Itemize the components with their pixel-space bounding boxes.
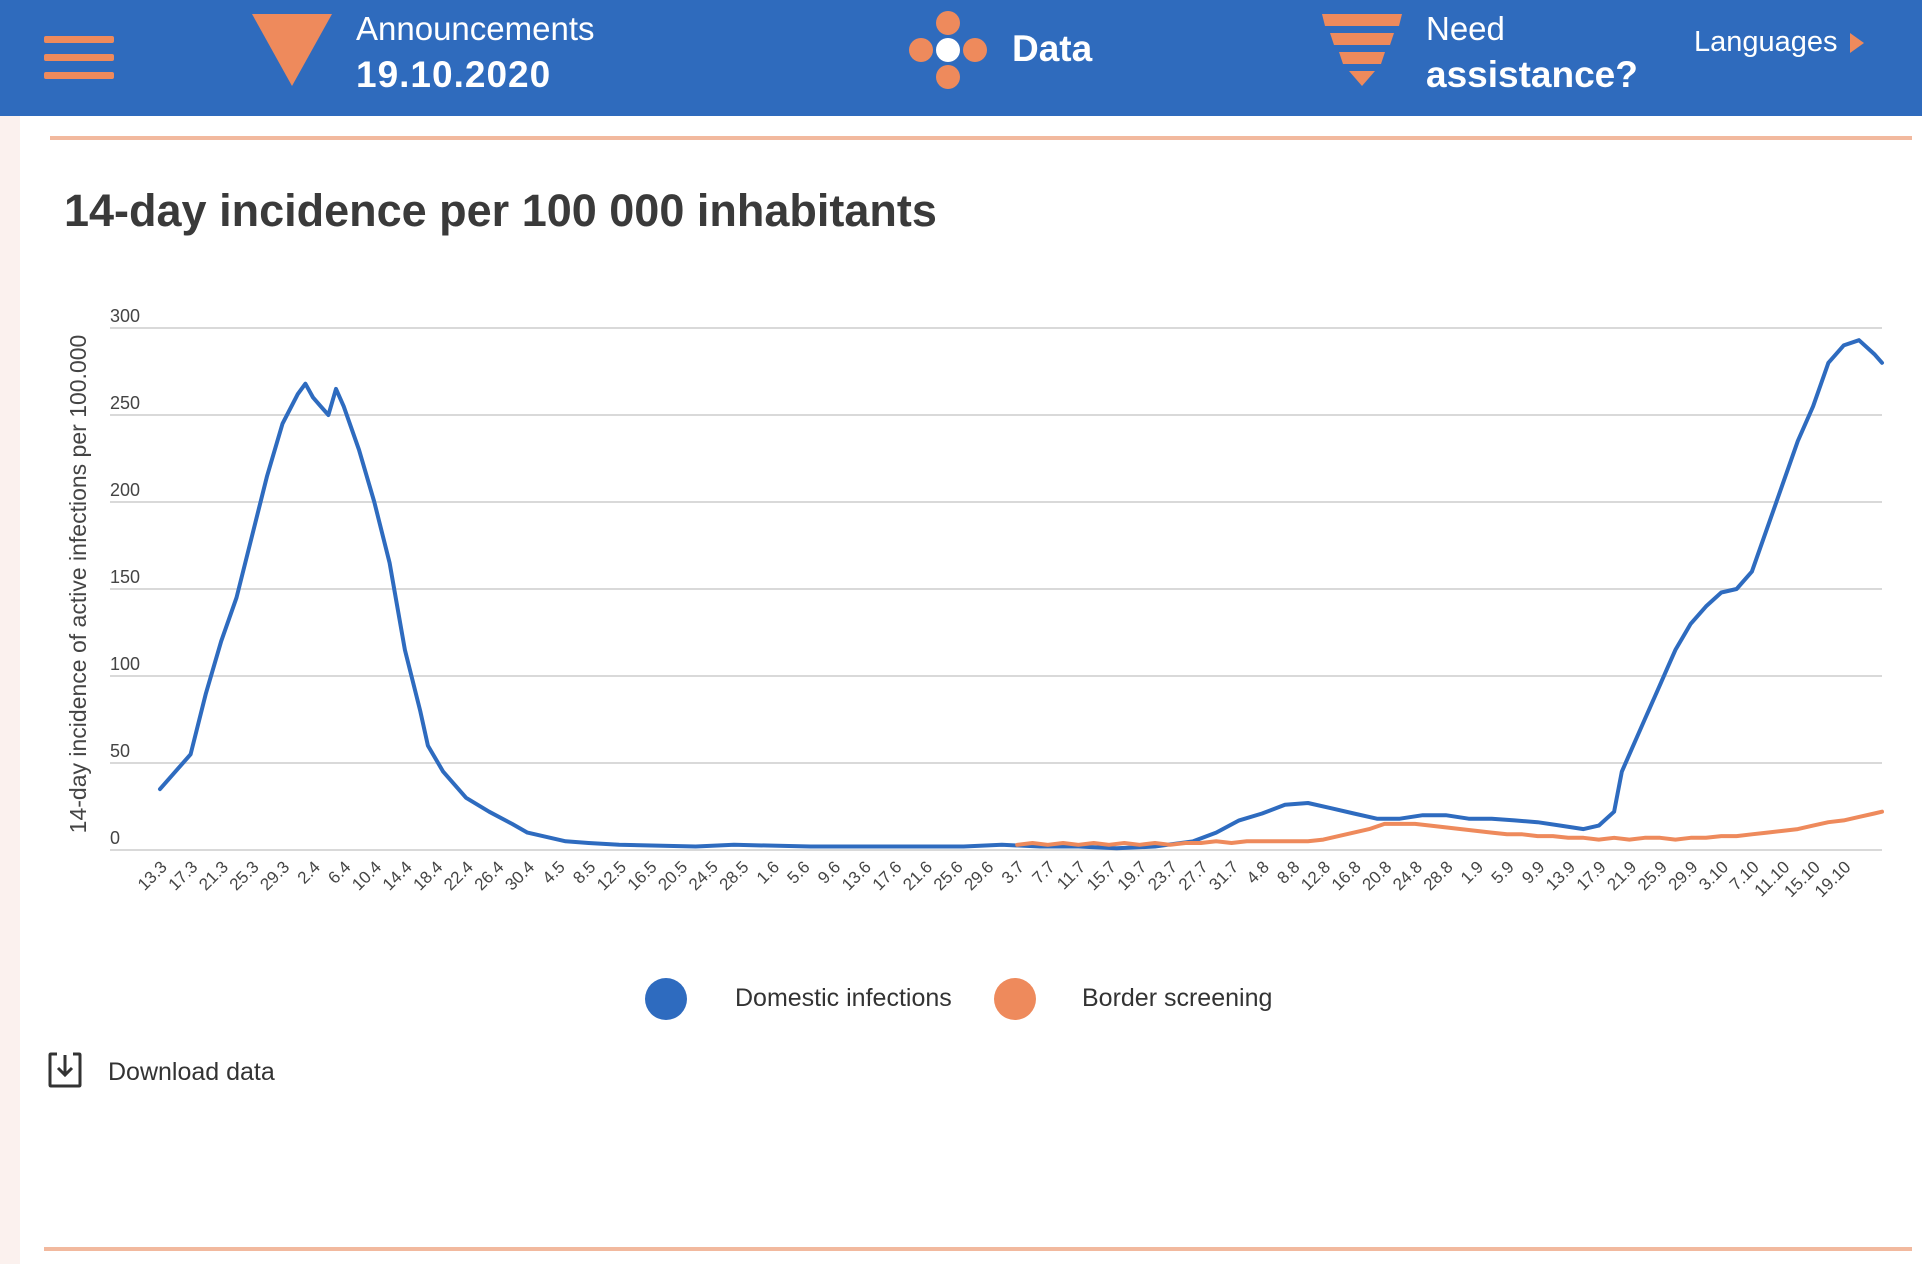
y-tick-label: 100 [110, 654, 140, 674]
x-tick-label: 16.8 [1328, 857, 1365, 894]
x-tick-label: 3.10 [1695, 857, 1732, 894]
legend-label-domestic: Domestic infections [735, 984, 952, 1012]
x-tick-label: 25.9 [1634, 857, 1671, 894]
x-tick-label: 24.8 [1389, 857, 1426, 894]
x-tick-label: 5.9 [1488, 857, 1518, 887]
legend-swatch-border [994, 978, 1036, 1020]
top-navigation-bar: Announcements 19.10.2020 Data Need assis… [0, 0, 1922, 116]
legend-swatch-domestic [645, 978, 687, 1020]
hamburger-menu-icon[interactable] [44, 36, 114, 80]
x-tick-label: 17.9 [1573, 857, 1610, 894]
announcements-date: 19.10.2020 [356, 54, 552, 95]
x-tick-label: 19.10 [1811, 857, 1855, 901]
legend-label-border: Border screening [1082, 984, 1273, 1012]
funnel-icon [1322, 14, 1402, 86]
y-tick-label: 0 [110, 828, 120, 848]
x-tick-label: 29.6 [961, 857, 998, 894]
x-tick-label: 21.9 [1603, 857, 1640, 894]
x-tick-label: 15.7 [1083, 857, 1120, 894]
x-tick-label: 21.6 [899, 857, 936, 894]
x-tick-label: 28.8 [1420, 857, 1457, 894]
x-tick-label: 3.7 [998, 857, 1028, 887]
x-tick-label: 4.8 [1243, 857, 1273, 887]
x-tick-label: 25.6 [930, 857, 967, 894]
x-tick-label: 24.5 [685, 857, 722, 894]
x-tick-label: 13.6 [838, 857, 875, 894]
x-tick-label: 28.5 [716, 857, 753, 894]
legend-item-border[interactable]: Border screening [994, 978, 1294, 1024]
languages-label: Languages [1694, 26, 1838, 58]
assistance-line1: Need [1426, 10, 1505, 47]
y-tick-label: 200 [110, 480, 140, 500]
x-tick-label: 13.3 [134, 857, 171, 894]
legend-item-domestic[interactable]: Domestic infections [645, 978, 965, 1024]
x-tick-label: 17.3 [165, 857, 202, 894]
y-tick-label: 250 [110, 393, 140, 413]
x-tick-label: 19.7 [1114, 857, 1151, 894]
top-divider [50, 136, 1912, 140]
x-tick-label: 14.4 [379, 857, 416, 894]
chart-title: 14-day incidence per 100 000 inhabitants [64, 185, 937, 236]
x-tick-label: 13.9 [1542, 857, 1579, 894]
data-nav-item[interactable]: Data [908, 0, 1108, 116]
announcements-label: Announcements [356, 10, 595, 47]
x-tick-label: 2.4 [294, 857, 324, 887]
announcements-nav-item[interactable]: Announcements 19.10.2020 [252, 0, 612, 116]
y-axis-label: 14-day incidence of active infections pe… [65, 335, 91, 834]
left-edge-strip [0, 116, 20, 1264]
x-tick-label: 12.5 [593, 857, 630, 894]
x-tick-label: 26.4 [471, 857, 508, 894]
download-data-label: Download data [108, 1058, 275, 1086]
x-tick-label: 25.3 [226, 857, 263, 894]
x-tick-label: 29.9 [1665, 857, 1702, 894]
x-tick-label: 20.8 [1359, 857, 1396, 894]
x-tick-label: 16.5 [624, 857, 661, 894]
x-tick-label: 10.4 [348, 857, 385, 894]
x-tick-label: 27.7 [1175, 857, 1212, 894]
x-tick-label: 1.9 [1457, 857, 1487, 887]
x-tick-label: 21.3 [195, 857, 232, 894]
x-tick-label: 30.4 [501, 857, 538, 894]
assistance-line2: assistance? [1426, 54, 1638, 95]
x-tick-label: 17.6 [869, 857, 906, 894]
x-tick-label: 5.6 [784, 857, 814, 887]
x-tick-label: 12.8 [1297, 857, 1334, 894]
line-chart: 14-day incidence of active infections pe… [65, 306, 1884, 901]
languages-link[interactable]: Languages [1694, 26, 1864, 59]
data-dots-icon [909, 11, 987, 89]
x-tick-label: 31.7 [1205, 857, 1242, 894]
bottom-divider [44, 1247, 1912, 1251]
x-tick-label: 4.5 [539, 857, 569, 887]
download-icon [48, 1052, 82, 1088]
series-line-border [1015, 809, 1884, 847]
triangle-down-icon [252, 14, 332, 86]
assistance-nav-item[interactable]: Need assistance? [1322, 0, 1652, 116]
x-tick-label: 7.7 [1028, 857, 1058, 887]
x-tick-label: 20.5 [654, 857, 691, 894]
x-tick-label: 23.7 [1144, 857, 1181, 894]
x-tick-label: 29.3 [256, 857, 293, 894]
x-tick-label: 22.4 [440, 857, 477, 894]
y-tick-label: 300 [110, 306, 140, 326]
triangle-right-icon [1849, 33, 1864, 54]
x-tick-label: 1.6 [753, 857, 783, 887]
y-tick-label: 50 [110, 741, 130, 761]
y-tick-label: 150 [110, 567, 140, 587]
x-tick-label: 11.7 [1053, 857, 1089, 893]
x-tick-label: 18.4 [410, 857, 447, 894]
data-nav-label: Data [1012, 28, 1093, 69]
series-line-domestic [158, 338, 1884, 851]
